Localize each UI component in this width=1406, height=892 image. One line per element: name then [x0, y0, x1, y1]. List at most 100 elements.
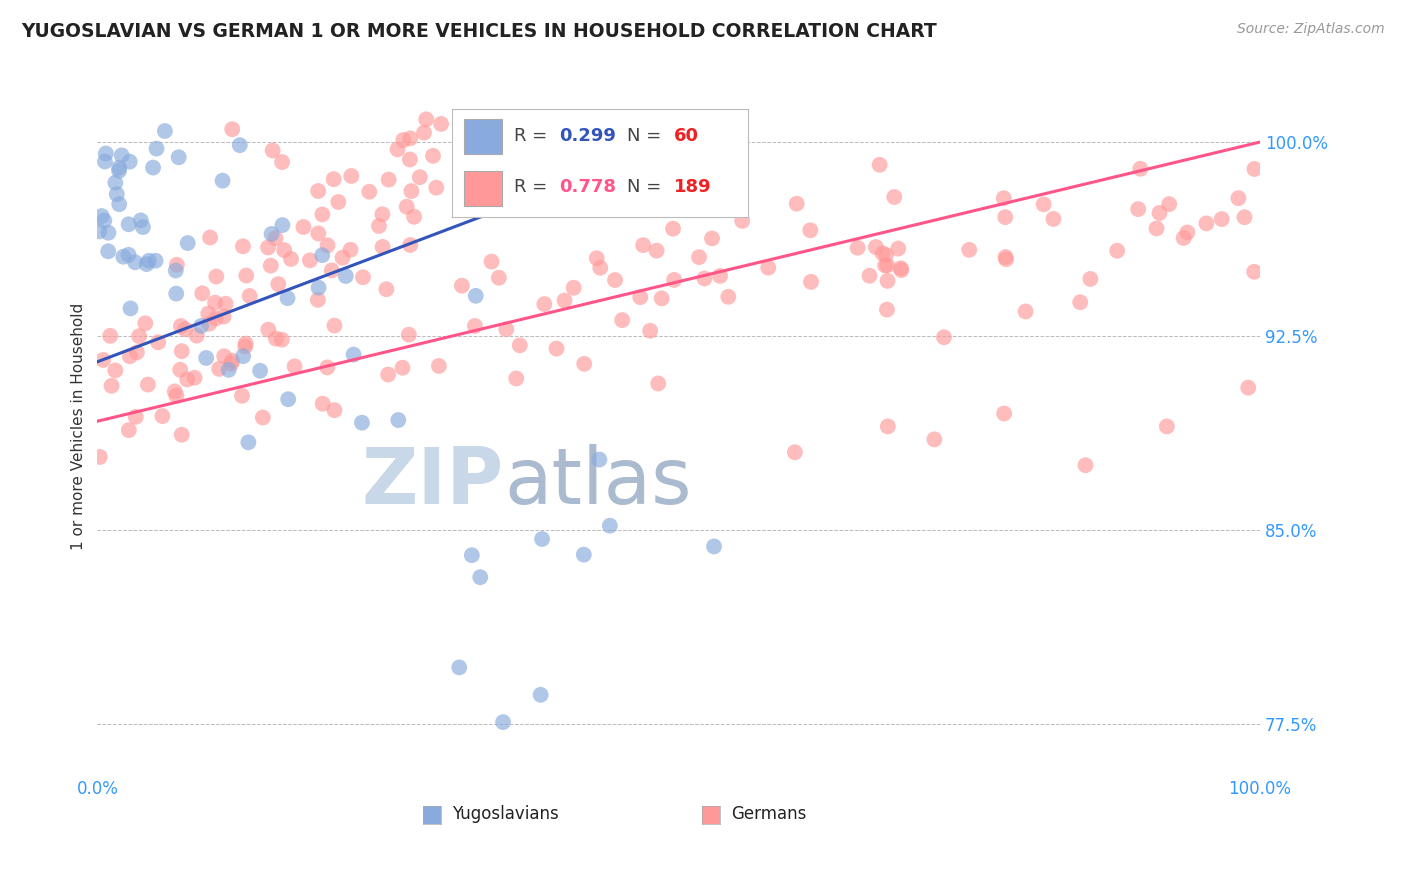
Point: [1243, 161, 1265, 176]
Point: [218, 363, 240, 377]
Point: [865, 240, 887, 254]
Point: [118, 423, 141, 437]
Point: [323, 318, 346, 333]
Point: [876, 274, 898, 288]
Point: [108, 164, 131, 178]
Point: [368, 219, 391, 233]
Point: [221, 122, 243, 136]
Point: [1032, 197, 1054, 211]
Point: [174, 322, 197, 336]
Point: [340, 169, 363, 183]
Point: [645, 244, 668, 258]
Point: [588, 452, 610, 467]
Point: [229, 138, 252, 153]
Point: [1177, 226, 1199, 240]
Point: [232, 349, 254, 363]
Point: [994, 250, 1017, 264]
Point: [239, 289, 262, 303]
Point: [756, 260, 779, 275]
Point: [1149, 206, 1171, 220]
Point: [413, 126, 436, 140]
Point: [352, 270, 374, 285]
Point: [277, 392, 299, 407]
Point: [993, 407, 1015, 421]
Point: [108, 161, 131, 175]
Point: [703, 540, 725, 554]
Point: [631, 238, 654, 252]
Point: [132, 220, 155, 235]
Point: [108, 197, 131, 211]
Point: [128, 329, 150, 343]
Point: [191, 286, 214, 301]
Point: [292, 220, 315, 235]
Point: [97, 226, 120, 240]
Point: [311, 248, 333, 262]
Point: [731, 214, 754, 228]
Text: Yugoslavians: Yugoslavians: [451, 805, 558, 822]
Point: [142, 161, 165, 175]
Point: [377, 368, 399, 382]
Point: [307, 184, 329, 198]
Point: [572, 548, 595, 562]
Point: [1233, 211, 1256, 225]
Point: [125, 409, 148, 424]
Point: [505, 371, 527, 385]
Point: [129, 213, 152, 227]
Point: [169, 363, 191, 377]
Point: [858, 268, 880, 283]
Point: [464, 289, 486, 303]
Point: [322, 172, 344, 186]
Point: [332, 251, 354, 265]
Point: [1146, 221, 1168, 235]
Point: [932, 330, 955, 344]
Point: [212, 349, 235, 363]
Point: [427, 359, 450, 373]
Point: [170, 318, 193, 333]
Point: [125, 345, 148, 359]
Point: [451, 278, 474, 293]
Point: [1074, 458, 1097, 473]
Point: [260, 227, 283, 241]
Point: [146, 335, 169, 350]
Point: [264, 231, 287, 245]
Point: [599, 518, 621, 533]
Point: [875, 248, 897, 262]
Point: [195, 351, 218, 365]
Point: [890, 263, 912, 277]
Point: [461, 548, 484, 562]
Point: [574, 357, 596, 371]
Point: [204, 311, 226, 326]
Point: [1237, 381, 1260, 395]
Point: [371, 207, 394, 221]
Point: [94, 154, 117, 169]
Point: [94, 146, 117, 161]
Point: [342, 348, 364, 362]
Point: [873, 259, 896, 273]
Point: [270, 333, 292, 347]
Point: [377, 172, 399, 186]
Point: [257, 240, 280, 254]
Point: [957, 243, 980, 257]
Point: [717, 290, 740, 304]
Point: [470, 570, 492, 584]
Point: [883, 190, 905, 204]
Point: [872, 246, 894, 260]
Point: [198, 317, 221, 331]
Point: [1129, 161, 1152, 176]
Point: [105, 187, 128, 202]
Point: [232, 239, 254, 253]
Point: [662, 221, 685, 235]
Point: [546, 342, 568, 356]
Point: [260, 259, 283, 273]
Point: [662, 273, 685, 287]
Point: [198, 230, 221, 244]
Point: [205, 269, 228, 284]
Point: [1159, 197, 1181, 211]
Point: [135, 257, 157, 271]
Point: [211, 174, 233, 188]
Point: [495, 322, 517, 336]
Point: [700, 231, 723, 245]
Point: [264, 332, 287, 346]
Point: [876, 302, 898, 317]
Point: [212, 310, 235, 324]
